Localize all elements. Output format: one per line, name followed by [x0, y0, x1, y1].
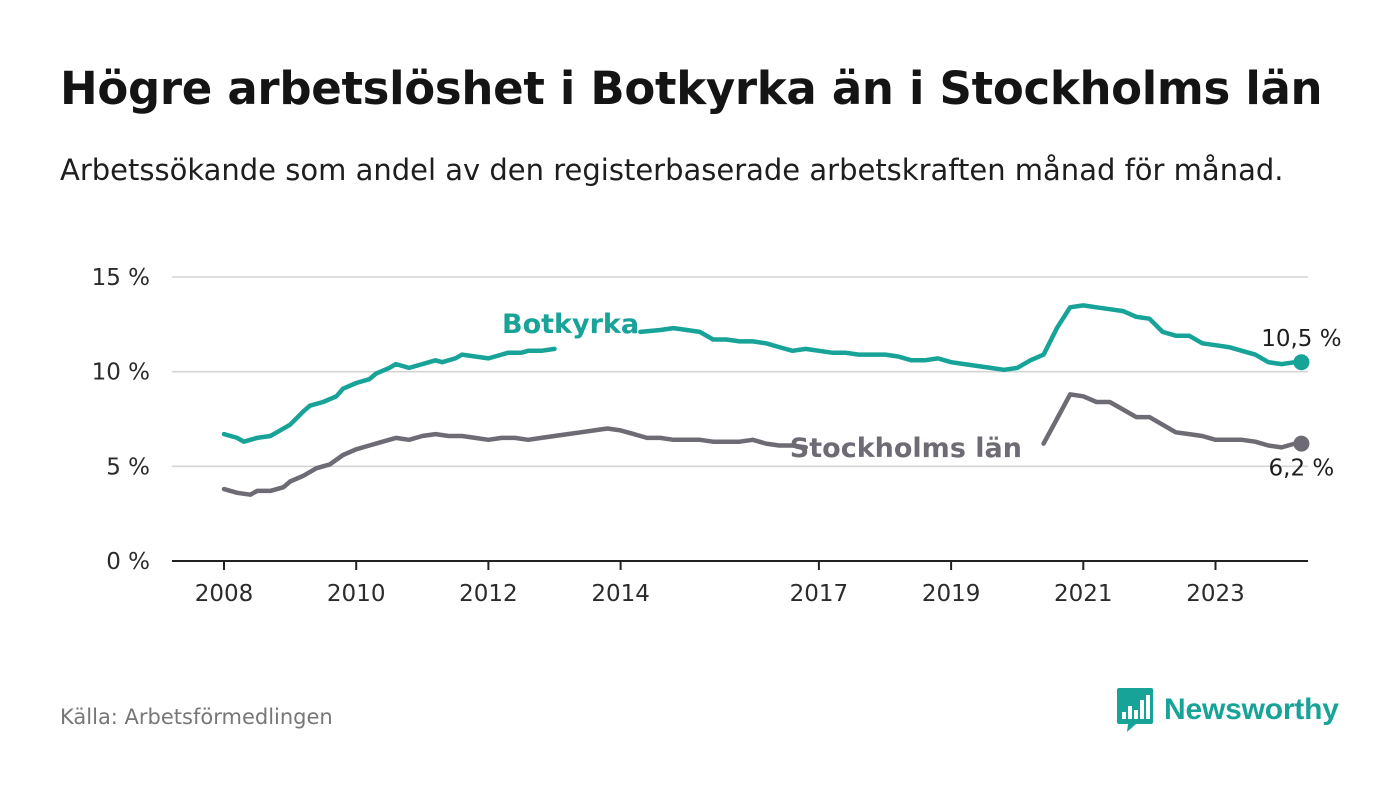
- end-value-label: 6,2 %: [1269, 456, 1335, 482]
- series-name-label: Stockholms län: [790, 433, 1022, 464]
- series-line-botkyrka-segment-2: [638, 303, 1304, 373]
- x-axis: 2008 2010 2012 2014 2017 2019 2021 2023: [195, 561, 1245, 607]
- newsworthy-logo[interactable]: Newsworthy: [1116, 686, 1339, 734]
- y-tick-label: 0 %: [106, 549, 150, 575]
- y-tick-label: 10 %: [92, 360, 150, 386]
- series-lines: [221, 303, 1310, 497]
- x-tick-label: 2019: [922, 581, 981, 607]
- x-tick-label: 2017: [790, 581, 849, 607]
- y-tick-label: 15 %: [92, 265, 150, 291]
- series-labels: 10,5 % Botkyrka 6,2 % Stockholms län: [502, 309, 1342, 482]
- end-point-marker: [1293, 435, 1310, 452]
- newsworthy-logo-icon: [1117, 688, 1153, 732]
- series-name-label: Botkyrka: [502, 309, 639, 340]
- source-note: Källa: Arbetsförmedlingen: [60, 705, 333, 729]
- y-axis-tick-labels: 0 % 5 % 10 % 15 %: [92, 265, 150, 575]
- chart-title: Högre arbetslöshet i Botkyrka än i Stock…: [60, 62, 1323, 115]
- x-tick-label: 2021: [1054, 581, 1113, 607]
- end-point-marker: [1293, 354, 1310, 371]
- x-tick-label: 2010: [327, 581, 386, 607]
- x-tick-label: 2014: [591, 581, 650, 607]
- gridlines: [172, 276, 1308, 562]
- y-tick-label: 5 %: [106, 454, 150, 480]
- x-tick-label: 2012: [459, 581, 518, 607]
- x-tick-label: 2023: [1186, 581, 1245, 607]
- series-line-stockholms-lan-segment-2: [1041, 392, 1304, 450]
- line-chart: 0 %5 %10 %15 % 2008 2010 2012 2014 2017 2019 2…: [92, 265, 1342, 607]
- series-line-stockholms-lan-segment-1: [221, 426, 808, 497]
- x-tick-label: 2008: [195, 581, 254, 607]
- chart-subtitle: Arbetssökande som andel av den registerb…: [60, 153, 1284, 187]
- brand-name: Newsworthy: [1164, 693, 1339, 726]
- series-line-botkyrka-segment-1: [221, 346, 557, 444]
- end-value-label: 10,5 %: [1261, 326, 1341, 352]
